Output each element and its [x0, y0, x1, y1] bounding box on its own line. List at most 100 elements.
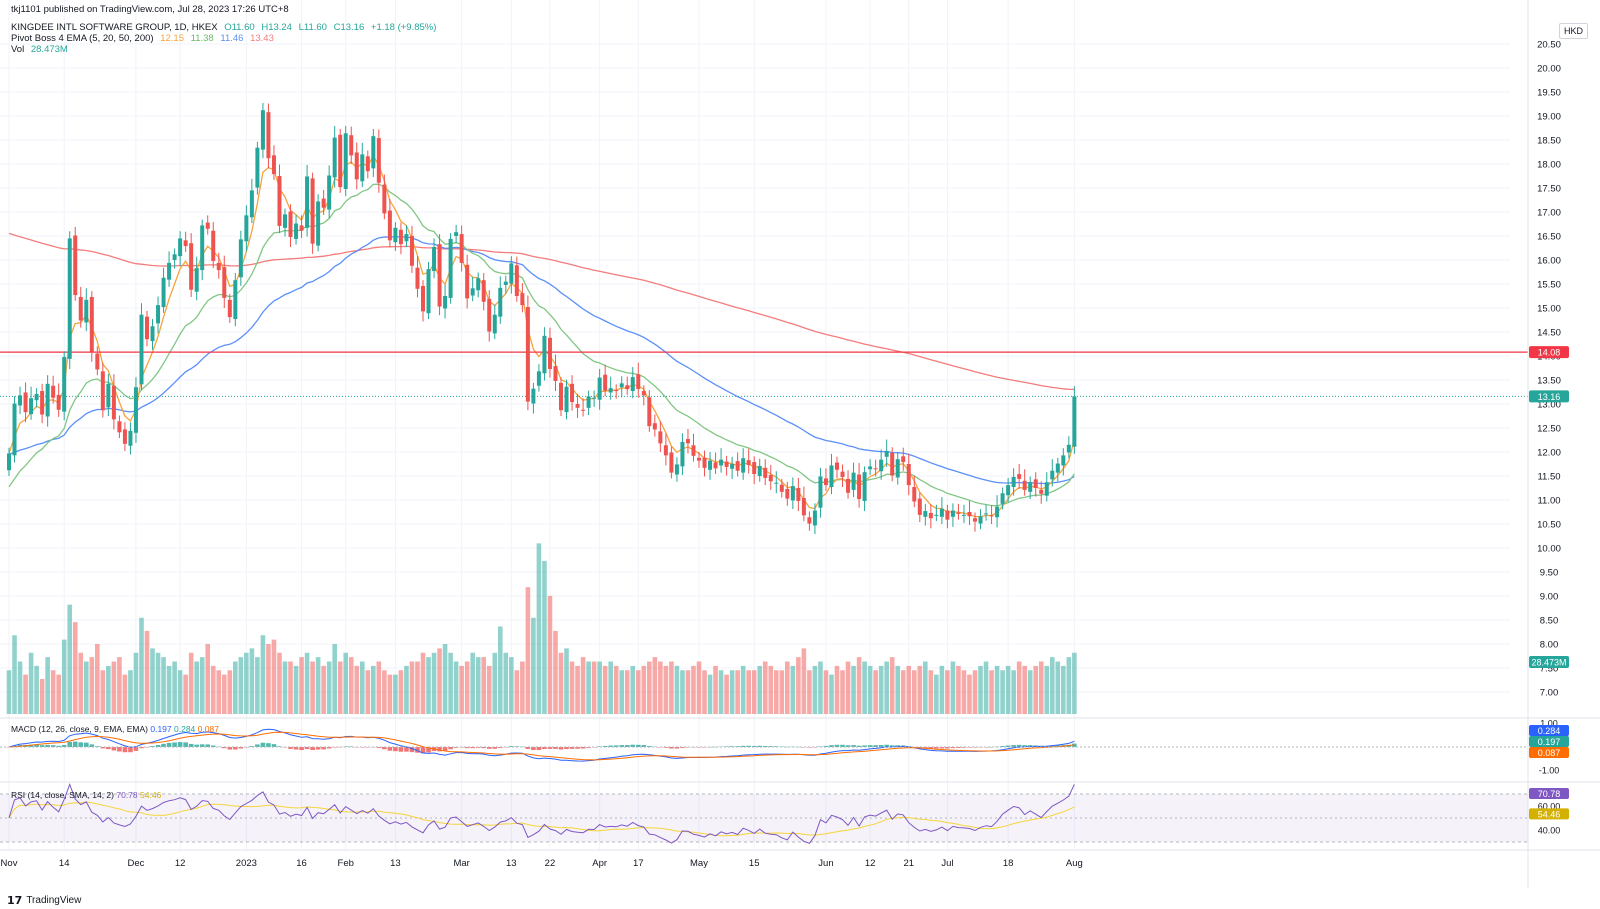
price-tick-label: 14.50 — [1537, 328, 1561, 339]
volume-bar — [315, 657, 321, 714]
candle-body — [205, 222, 210, 229]
candle-body — [525, 307, 530, 402]
macd-histogram-bar — [299, 747, 304, 751]
time-tick-label: Nov — [1, 858, 18, 869]
price-tick-label: 18.50 — [1537, 136, 1561, 147]
candle-body — [906, 464, 911, 486]
last-price-tag — [1529, 390, 1569, 403]
time-axis[interactable]: Nov 14 Dec 12 2023 16 Feb 13 Mar 13 22 Apr 17 May 15 Ju… — [0, 849, 1600, 869]
macd-histogram-bar — [67, 741, 73, 747]
volume-bar — [613, 665, 619, 714]
candle-body — [581, 409, 586, 411]
macd-histogram-bar — [177, 742, 183, 747]
candle-body — [327, 175, 332, 210]
candle-body — [476, 278, 481, 291]
candle-body — [145, 316, 149, 340]
candle-body — [343, 133, 348, 189]
candle-body — [719, 459, 724, 466]
ema-legend[interactable]: Pivot Boss 4 EMA (5, 20, 50, 200) 12.15 … — [11, 33, 278, 44]
macd-histogram-bar — [939, 747, 945, 749]
volume-bar — [426, 657, 431, 714]
currency-badge[interactable]: HKD — [1558, 23, 1588, 39]
volume-bar — [591, 661, 597, 714]
volume-bar — [923, 661, 928, 714]
volume-bar — [867, 665, 873, 714]
macd-histogram-bar — [122, 747, 128, 753]
candle-body — [421, 285, 425, 312]
volume-bar — [210, 665, 216, 714]
volume-bar — [696, 661, 702, 714]
volume-bar — [45, 657, 50, 714]
macd-legend[interactable]: MACD (12, 26, close, 9, EMA, EMA) 0.197 … — [11, 724, 219, 734]
macd-histogram-bar — [575, 747, 580, 749]
volume-bar — [961, 670, 967, 714]
candle-body — [636, 374, 641, 390]
volume-bar — [50, 670, 56, 714]
volume-legend[interactable]: Vol 28.473M — [11, 44, 72, 55]
ema5-value: 12.15 — [160, 33, 184, 44]
candle-body — [45, 383, 50, 417]
volume-bar — [713, 665, 718, 714]
candle-body — [785, 488, 790, 499]
macd-histogram-bar — [133, 747, 139, 751]
volume-bars — [6, 543, 1077, 714]
volume-bar — [889, 657, 895, 714]
price-tick-label: 19.50 — [1537, 88, 1561, 99]
price-tick-label: 12.50 — [1537, 424, 1561, 435]
candle-body — [470, 288, 475, 296]
rsi-legend[interactable]: RSI (14, close, SMA, 14, 2) 70.78 54.46 — [11, 790, 161, 800]
candle-body — [641, 391, 646, 396]
volume-bar — [514, 670, 520, 714]
candle-body — [62, 356, 67, 412]
volume-bar — [900, 670, 906, 714]
candle-body — [961, 514, 966, 516]
volume-bar — [271, 639, 277, 714]
volume-bar — [343, 652, 349, 714]
macd-histogram-bar — [553, 747, 558, 749]
macd-histogram-bar — [1011, 745, 1016, 747]
candle-body — [332, 137, 337, 178]
volume-bar — [111, 661, 117, 714]
rsi-label: RSI (14, close, SMA, 14, 2) — [11, 790, 114, 800]
volume-bar — [851, 665, 856, 714]
volume-bar — [310, 661, 315, 714]
candle-body — [404, 234, 409, 242]
time-tick-label: 14 — [59, 858, 70, 869]
candle-body — [1061, 455, 1066, 466]
symbol-legend: KINGDEE INTL SOFTWARE GROUP, 1D, HKEX O1… — [11, 22, 440, 33]
volume-bar — [199, 657, 205, 714]
candle-body — [614, 390, 619, 392]
candle-body — [498, 287, 503, 317]
volume-bar — [785, 661, 790, 714]
candle-body — [211, 230, 216, 261]
macd-histogram-bar — [166, 742, 172, 747]
macd-histogram-bar — [696, 747, 702, 748]
volume-bar — [492, 652, 498, 714]
volume-bar — [376, 661, 382, 714]
candle-body — [884, 451, 889, 457]
last-price-label: 13.16 — [1538, 392, 1561, 402]
candle-body — [249, 190, 254, 218]
volume-bar — [72, 622, 78, 714]
volume-bar — [663, 665, 669, 714]
price-tick-label: 20.00 — [1537, 64, 1561, 75]
volume-bar — [17, 661, 23, 714]
candle-body — [597, 377, 602, 400]
rsi-axis-label: 40.00 — [1538, 826, 1561, 836]
macd-histogram-bar — [393, 747, 398, 752]
volume-bar — [509, 657, 514, 714]
candle-body — [382, 184, 387, 214]
macd-histogram-bar — [426, 747, 431, 753]
symbol-title[interactable]: KINGDEE INTL SOFTWARE GROUP, 1D, HKEX — [11, 22, 218, 33]
candle-body — [835, 462, 839, 470]
candle-body — [283, 214, 287, 228]
volume-bar — [437, 648, 442, 714]
macd-histogram-bar — [486, 747, 492, 749]
candle-body — [492, 314, 497, 334]
volume-bar — [155, 652, 161, 714]
volume-bar — [1061, 665, 1066, 714]
volume-bar — [172, 661, 177, 714]
price-axis[interactable]: 7.00 7.50 8.00 8.50 9.00 9.50 10.00 10.50 11.00 1… — [1527, 0, 1569, 888]
price-tick-label: 19.00 — [1537, 112, 1561, 123]
